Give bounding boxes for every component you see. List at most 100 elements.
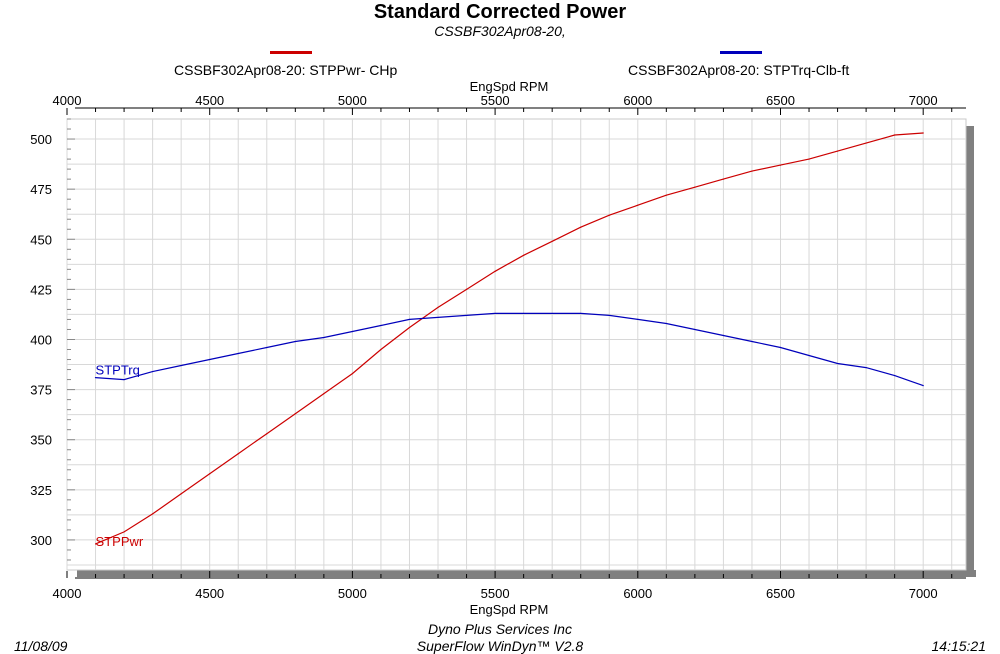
data-point-stptrq — [294, 340, 296, 343]
data-point-stppwr — [351, 372, 353, 375]
data-point-stppwr — [551, 240, 553, 242]
footer-software: SuperFlow WinDyn™ V2.8 — [416, 638, 584, 654]
data-point-stppwr — [180, 493, 182, 495]
data-point-stptrq — [722, 334, 725, 337]
data-point-stppwr — [408, 326, 411, 329]
data-point-stptrq — [123, 378, 125, 381]
y-tick-label: 450 — [30, 232, 52, 247]
x-bottom-tick-label: 6000 — [623, 586, 652, 601]
x-bottom-tick-label: 5000 — [338, 586, 367, 601]
data-point-stptrq — [494, 312, 496, 315]
y-tick-label: 475 — [30, 182, 52, 197]
data-point-stppwr — [209, 473, 211, 475]
data-point-stptrq — [152, 370, 154, 373]
x-bottom-tick-label: 5500 — [481, 586, 510, 601]
data-point-stptrq — [665, 322, 667, 325]
data-point-stppwr — [608, 214, 610, 216]
data-point-stptrq — [351, 330, 353, 333]
data-point-stptrq — [408, 318, 411, 321]
data-point-stptrq — [836, 362, 839, 365]
data-point-stppwr — [922, 132, 924, 134]
series-line-stppwr — [95, 132, 924, 545]
x-top-tick-label: 4000 — [53, 93, 82, 108]
y-tick-label: 350 — [30, 433, 52, 448]
data-point-stppwr — [751, 170, 753, 172]
x-bottom-tick-label: 4500 — [195, 586, 224, 601]
data-point-stptrq — [580, 312, 582, 315]
data-point-stppwr — [437, 306, 439, 309]
data-point-stptrq — [808, 354, 810, 357]
data-point-stppwr — [694, 186, 696, 188]
data-point-stppwr — [123, 531, 125, 533]
data-point-stppwr — [779, 164, 782, 166]
data-point-stptrq — [608, 314, 610, 317]
footer-date: 11/08/09 — [14, 638, 68, 654]
data-point-stptrq — [865, 366, 867, 369]
data-point-stptrq — [209, 358, 211, 361]
data-point-stppwr — [465, 288, 468, 290]
y-tick-label: 325 — [30, 483, 52, 498]
series-line-stptrq — [95, 312, 924, 387]
data-point-stppwr — [266, 433, 268, 435]
data-point-stptrq — [551, 312, 553, 315]
y-tick-label: 375 — [30, 383, 52, 398]
x-bottom-tick-label: 6500 — [766, 586, 795, 601]
data-point-stptrq — [523, 312, 525, 315]
data-point-stptrq — [437, 316, 439, 319]
data-point-stptrq — [180, 364, 182, 367]
x-top-tick-label: 6000 — [623, 93, 652, 108]
y-tick-label: 500 — [30, 132, 52, 147]
data-point-stppwr — [237, 453, 239, 455]
data-point-stptrq — [266, 346, 268, 349]
data-point-stppwr — [865, 142, 867, 144]
data-point-stptrq — [380, 324, 382, 327]
x-top-tick-label: 6500 — [766, 93, 795, 108]
x-top-tick-label: 5000 — [338, 93, 367, 108]
data-point-stppwr — [722, 178, 725, 180]
data-point-stptrq — [922, 384, 924, 387]
y-tick-label: 300 — [30, 533, 52, 548]
data-point-stppwr — [637, 204, 639, 206]
series-label-stptrq: STPTrq — [96, 363, 140, 378]
data-point-stppwr — [808, 158, 810, 160]
x-top-tick-label: 7000 — [909, 93, 938, 108]
data-point-stppwr — [894, 134, 896, 136]
chart-title: Standard Corrected Power — [373, 1, 627, 23]
chart-subtitle: CSSBF302Apr08-20, — [434, 23, 566, 39]
data-point-stptrq — [637, 318, 639, 321]
series-label-stppwr: STPPwr — [96, 534, 144, 549]
data-point-stptrq — [694, 328, 696, 331]
legend-label-torque: CSSBF302Apr08-20: STPTrq-Clb-ft — [628, 62, 850, 78]
data-point-stppwr — [494, 270, 496, 272]
data-point-stptrq — [323, 336, 325, 339]
data-point-stppwr — [294, 413, 296, 415]
data-point-stppwr — [94, 543, 97, 545]
data-point-stppwr — [380, 348, 382, 351]
x-bottom-tick-label: 4000 — [53, 586, 82, 601]
data-point-stppwr — [523, 254, 525, 256]
footer-time: 14:15:21 — [931, 638, 987, 654]
x-axis-title-top: EngSpd RPM — [470, 79, 549, 94]
data-point-stptrq — [779, 346, 782, 349]
data-point-stppwr — [836, 150, 839, 152]
plot-shadow-right — [966, 126, 974, 577]
data-point-stppwr — [580, 226, 582, 228]
data-point-stptrq — [894, 374, 896, 377]
x-top-tick-label: 5500 — [481, 93, 510, 108]
x-axis-title-bottom: EngSpd RPM — [470, 602, 549, 617]
x-bottom-tick-label: 7000 — [909, 586, 938, 601]
y-tick-label: 400 — [30, 332, 52, 347]
data-point-stppwr — [665, 194, 667, 196]
y-tick-label: 425 — [30, 282, 52, 297]
plot-area — [66, 118, 967, 571]
data-point-stppwr — [152, 513, 154, 515]
data-point-stppwr — [323, 393, 325, 395]
data-point-stptrq — [465, 314, 468, 317]
footer-company: Dyno Plus Services Inc — [428, 621, 572, 637]
x-top-tick-label: 4500 — [195, 93, 224, 108]
data-point-stptrq — [751, 340, 753, 343]
plot-shadow-bottom — [77, 570, 976, 577]
data-point-stptrq — [94, 376, 97, 379]
legend-label-power: CSSBF302Apr08-20: STPPwr- CHp — [174, 62, 398, 78]
